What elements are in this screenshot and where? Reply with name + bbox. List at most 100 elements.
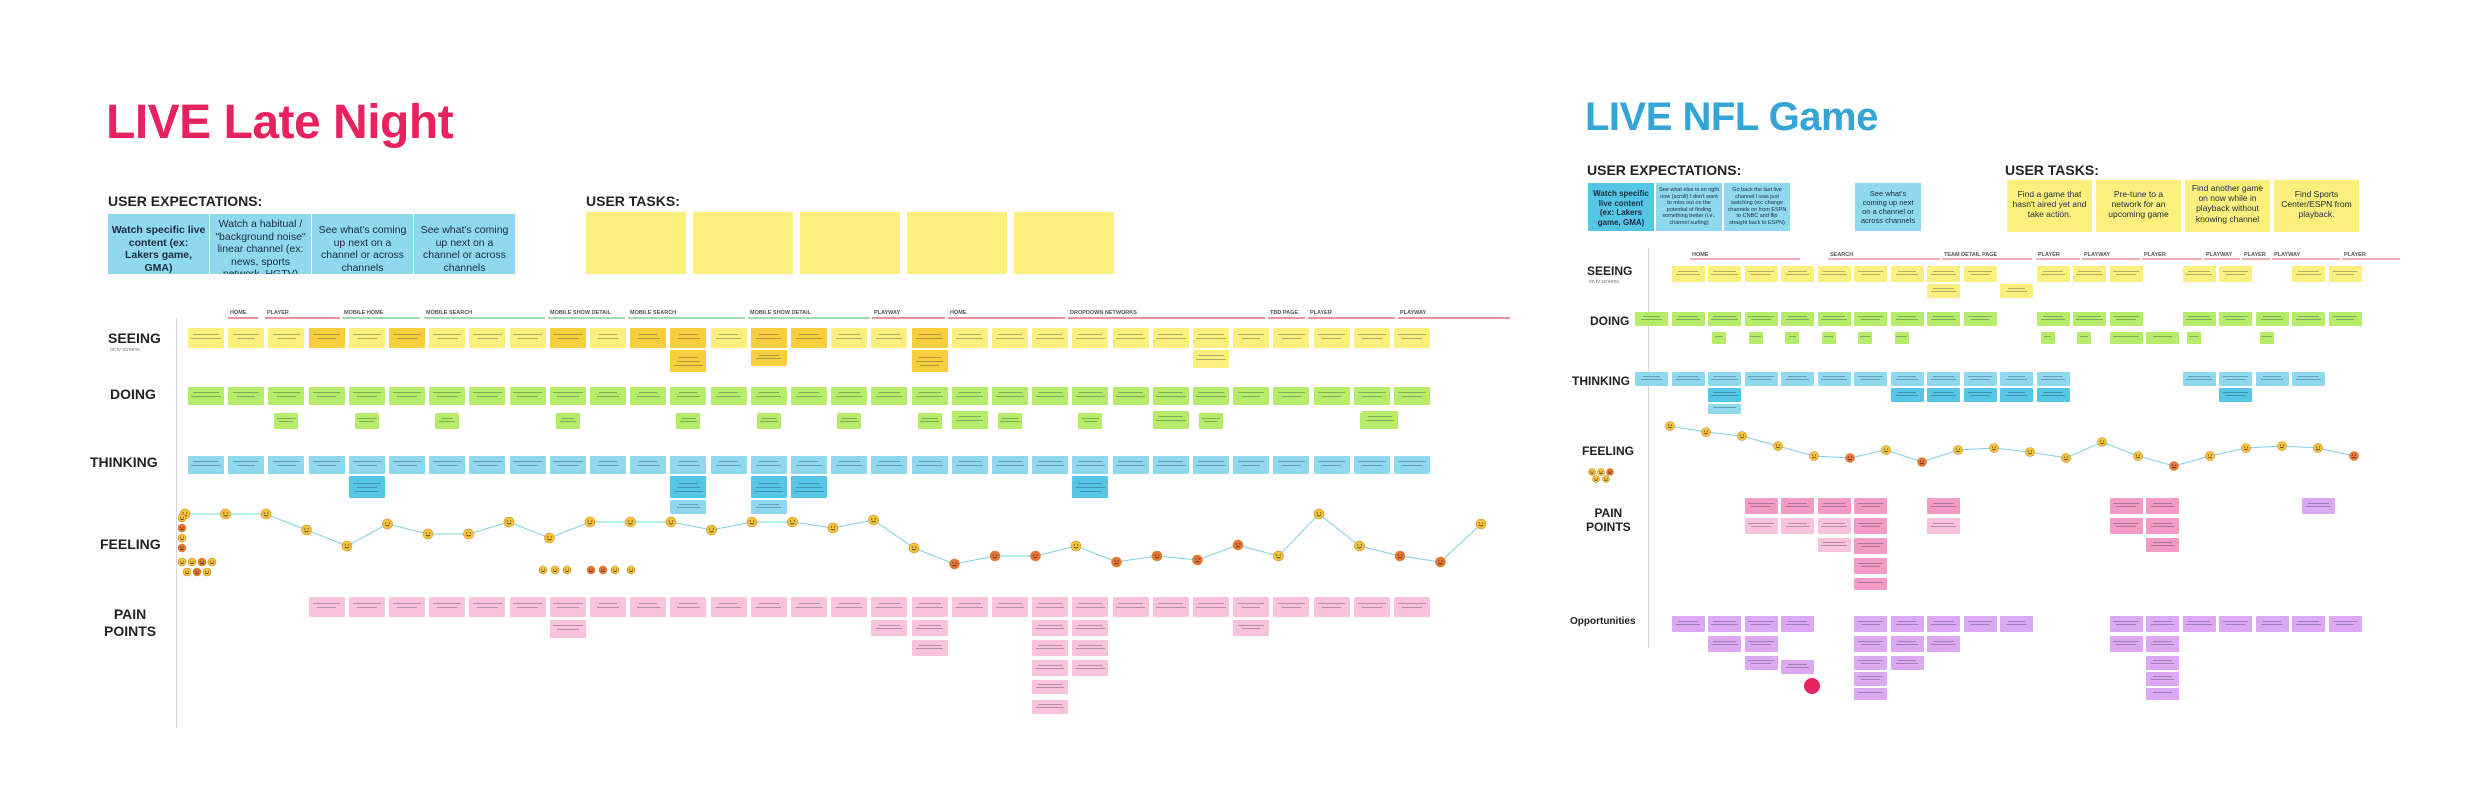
note-text-line xyxy=(998,334,1022,335)
sticky-note xyxy=(1032,660,1069,676)
happy-face-icon xyxy=(2025,447,2035,457)
emoji-mouth xyxy=(2243,448,2249,451)
emoji-mouth xyxy=(613,570,617,572)
note-text-line xyxy=(596,337,620,339)
note-text-line xyxy=(678,392,698,394)
happy-face-icon xyxy=(1592,475,1600,483)
note-text-line xyxy=(313,334,341,335)
emoji-eye xyxy=(2139,454,2141,456)
note-text-line xyxy=(756,464,782,466)
happy-face-icon xyxy=(1313,508,1325,520)
sticky-note xyxy=(1112,597,1149,617)
note-text-line xyxy=(956,606,984,608)
sticky-note xyxy=(871,456,908,474)
emoji-mouth xyxy=(1033,556,1038,559)
note-text-line xyxy=(1038,334,1062,335)
note-text-line xyxy=(836,606,863,608)
sticky-note xyxy=(435,413,460,429)
emoji-eye xyxy=(1883,448,1885,450)
emoji-mouth xyxy=(2315,448,2321,451)
note-text-line xyxy=(798,392,820,394)
emoji-eye xyxy=(1033,554,1035,556)
note-text-line xyxy=(758,392,779,394)
note-text-line xyxy=(798,603,820,604)
phase-label: PLAYER xyxy=(267,310,289,316)
sticky-note xyxy=(549,387,586,405)
emoji-mouth xyxy=(2171,466,2177,469)
note-text-line xyxy=(838,603,860,604)
note-text-line xyxy=(1397,603,1427,604)
emoji-eye xyxy=(1779,444,1781,446)
emoji-eye xyxy=(510,520,512,522)
note-text-line xyxy=(1076,395,1105,397)
happy-face-icon xyxy=(787,516,798,528)
emoji-mouth xyxy=(1276,556,1281,559)
user-tasks-heading: USER TASKS: xyxy=(586,193,680,209)
note-text-line xyxy=(1401,464,1423,466)
sticky-note xyxy=(354,413,379,429)
emoji-eye xyxy=(587,520,589,522)
sad-face-icon xyxy=(2169,461,2179,471)
emoji-eye xyxy=(753,520,755,522)
sticky-note xyxy=(1072,640,1109,656)
note-text-line xyxy=(1036,627,1065,629)
emoji-eye xyxy=(709,528,711,530)
emoji-eye xyxy=(1114,560,1116,562)
note-text-line xyxy=(878,334,901,335)
sad-face-icon xyxy=(192,567,202,577)
expectation-note: See what's coming up next on a channel o… xyxy=(312,214,413,274)
happy-face-icon xyxy=(1773,441,1783,451)
sticky-note xyxy=(1078,413,1103,429)
note-text-line xyxy=(676,337,701,339)
emoji-eye xyxy=(207,570,209,572)
emoji-eye xyxy=(2351,454,2353,456)
row-label-seeing: SEEING xyxy=(108,330,161,346)
emoji-eye xyxy=(1671,424,1673,426)
note-text-line xyxy=(718,603,739,604)
note-text-line xyxy=(313,392,341,394)
sticky-note xyxy=(750,476,787,498)
happy-face-icon xyxy=(1588,468,1596,476)
note-text-line xyxy=(676,395,701,397)
sticky-note xyxy=(670,350,707,372)
note-text-line xyxy=(1278,461,1305,463)
sticky-note xyxy=(951,411,988,429)
note-text-line xyxy=(1318,461,1346,463)
phase-label: MOBILE SEARCH xyxy=(426,310,472,316)
emoji-mouth xyxy=(210,562,214,564)
note-text-line xyxy=(920,364,939,366)
note-text-line xyxy=(716,606,741,608)
emoji-eye xyxy=(2099,440,2101,442)
emoji-eye xyxy=(187,570,189,572)
note-text-line xyxy=(916,337,943,339)
note-text-line xyxy=(918,603,941,604)
sad-face-icon xyxy=(1151,550,1163,562)
emoji-eye xyxy=(1357,544,1359,546)
note-text-line xyxy=(273,334,300,335)
note-text-line xyxy=(998,603,1022,604)
task-note xyxy=(1014,212,1114,274)
note-text-line xyxy=(552,334,583,335)
emoji-eye xyxy=(197,570,199,572)
note-text-line xyxy=(1038,461,1062,463)
note-text-line xyxy=(916,360,943,362)
note-text-line xyxy=(1361,395,1382,397)
happy-face-icon xyxy=(1701,427,1711,437)
note-text-line xyxy=(512,392,543,394)
emoji-eye xyxy=(601,568,603,570)
note-text-line xyxy=(317,337,337,339)
emoji-mouth xyxy=(2207,456,2213,459)
note-text-line xyxy=(674,490,703,492)
sticky-note xyxy=(1193,387,1229,405)
note-text-line xyxy=(756,606,782,608)
sticky-note xyxy=(871,620,908,636)
note-text-line xyxy=(599,392,617,394)
sad-face-icon xyxy=(197,557,207,567)
note-text-line xyxy=(190,395,222,397)
emoji-eye xyxy=(955,562,957,564)
note-text-line xyxy=(1078,334,1103,335)
emoji-eye xyxy=(834,526,836,528)
emoji-mouth xyxy=(344,546,350,549)
sad-face-icon xyxy=(1111,556,1122,568)
note-text-line xyxy=(356,486,377,488)
